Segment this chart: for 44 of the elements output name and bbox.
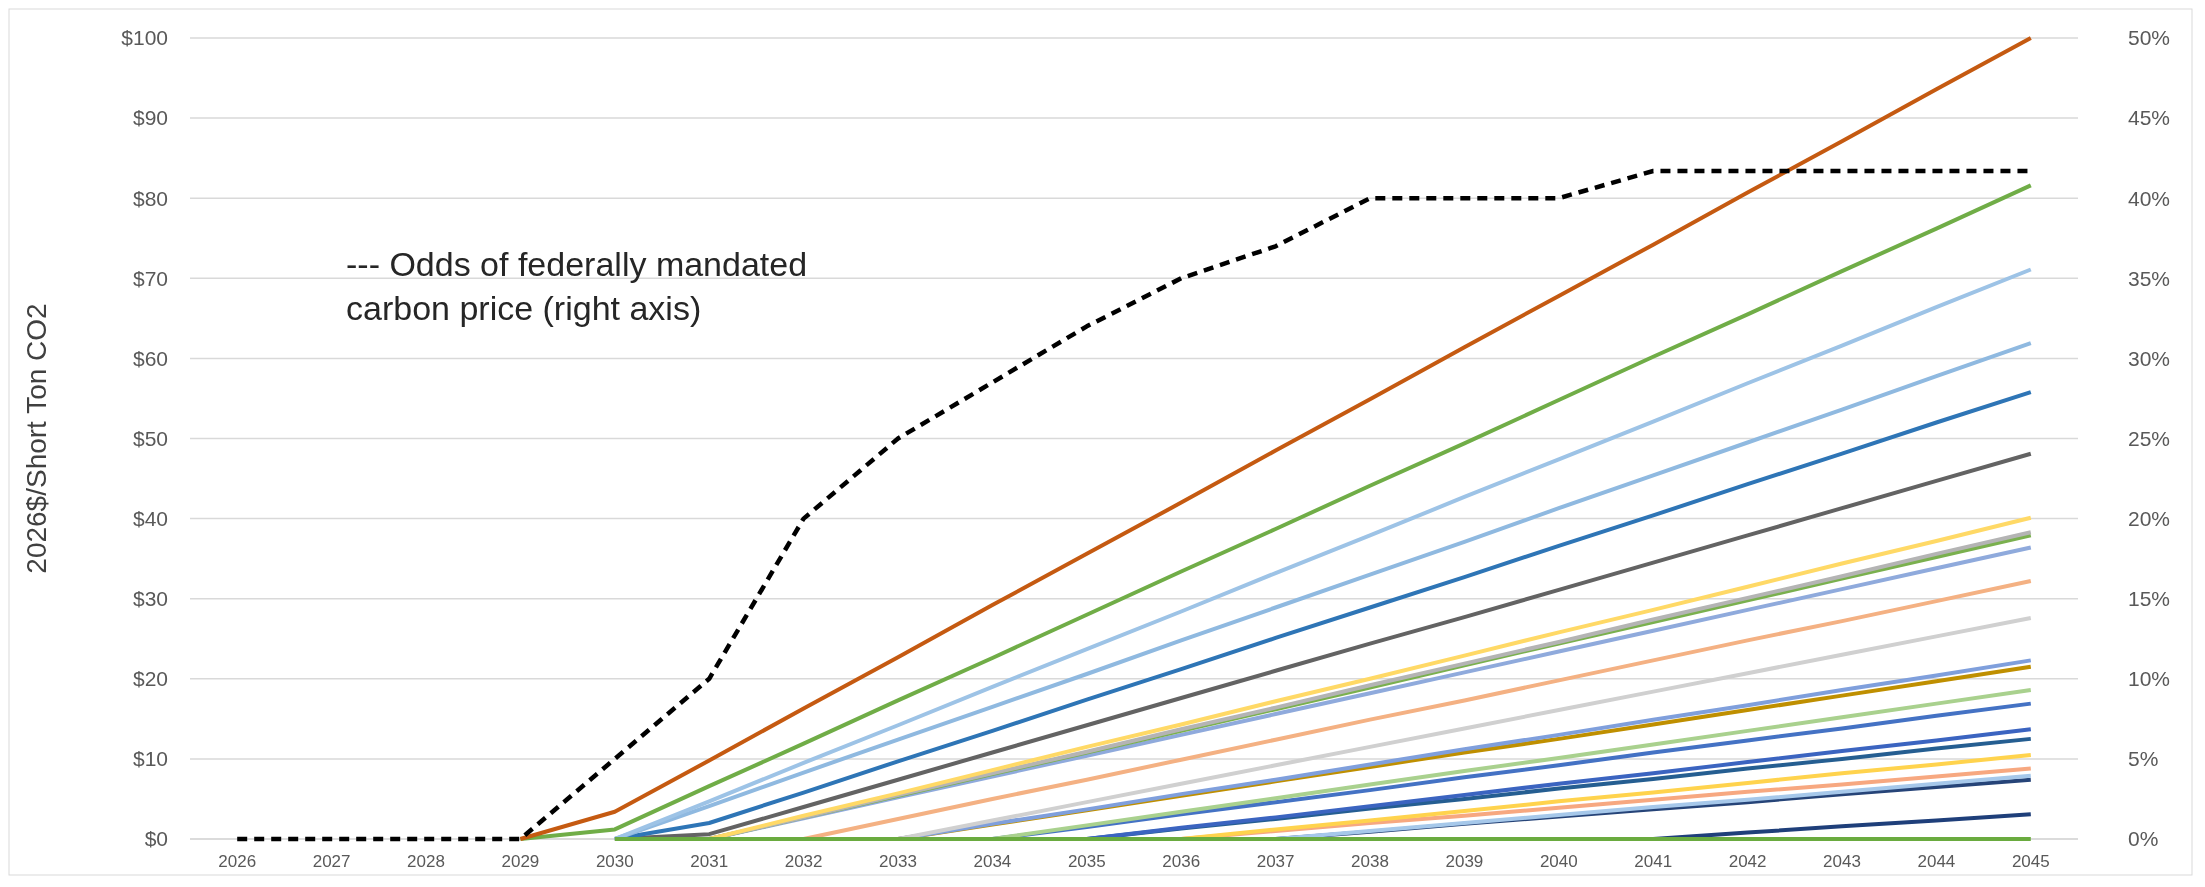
- x-tick-label: 2043: [1823, 852, 1861, 871]
- x-tick-label: 2032: [784, 852, 823, 871]
- annotation: --- Odds of federally mandated carbon price (right axis): [346, 245, 808, 327]
- y-tick-label: $20: [132, 667, 168, 691]
- x-tick-label: 2026: [218, 852, 257, 871]
- x-tick-label: 2037: [1256, 852, 1295, 871]
- y2-tick-label: 45%: [2128, 106, 2171, 130]
- x-tick-label: 2027: [312, 852, 351, 871]
- y2-tick-label: 0%: [2128, 827, 2159, 851]
- y-axis-title: 2026$/Short Ton CO2: [21, 303, 52, 574]
- y2-tick-label: 30%: [2128, 346, 2171, 370]
- y-tick-label: $100: [121, 26, 168, 50]
- y2-tick-label: 15%: [2128, 587, 2171, 611]
- x-tick-label: 2045: [2011, 852, 2050, 871]
- y-tick-label: $70: [132, 266, 168, 290]
- y2-tick-label: 50%: [2128, 26, 2171, 50]
- x-tick-label: 2038: [1351, 852, 1389, 871]
- y2-tick-label: 20%: [2128, 506, 2171, 530]
- y-tick-label: $40: [132, 506, 168, 530]
- y-tick-label: $0: [144, 827, 168, 851]
- x-tick-label: 2029: [501, 852, 540, 871]
- x-tick-label: 2040: [1539, 852, 1578, 871]
- x-tick-label: 2035: [1067, 852, 1106, 871]
- y2-tick-label: 35%: [2128, 266, 2171, 290]
- y-tick-label: $80: [132, 186, 168, 210]
- y-tick-label: $30: [132, 587, 168, 611]
- x-tick-label: 2039: [1445, 852, 1484, 871]
- y-tick-label: $60: [132, 346, 168, 370]
- x-tick-label: 2041: [1634, 852, 1673, 871]
- x-tick-label: 2034: [973, 852, 1012, 871]
- x-tick-label: 2042: [1728, 852, 1767, 871]
- y-tick-label: $90: [132, 106, 168, 130]
- x-tick-label: 2044: [1917, 852, 1956, 871]
- x-tick-label: 2030: [595, 852, 634, 871]
- y2-tick-label: 25%: [2128, 426, 2171, 450]
- x-tick-label: 2036: [1162, 852, 1201, 871]
- y2-tick-label: 5%: [2128, 747, 2159, 771]
- x-tick-label: 2031: [690, 852, 729, 871]
- y2-tick-label: 10%: [2128, 667, 2171, 691]
- x-tick-label: 2033: [879, 852, 917, 871]
- x-tick-label: 2028: [407, 852, 445, 871]
- y2-tick-label: 40%: [2128, 186, 2171, 210]
- y-tick-label: $10: [132, 747, 168, 771]
- y-tick-label: $50: [132, 426, 168, 450]
